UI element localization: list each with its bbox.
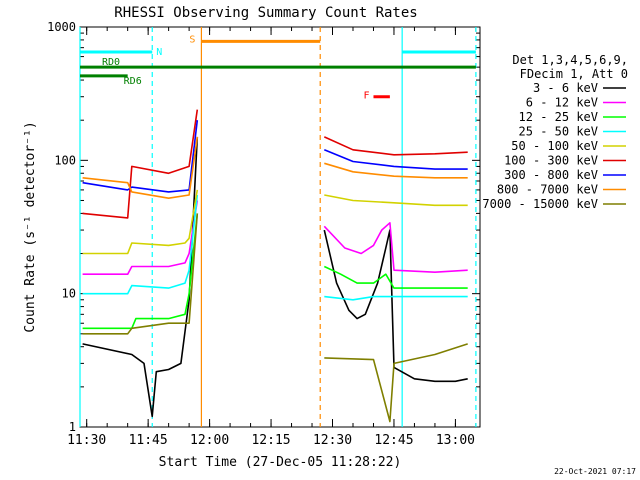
series-line-4 (82, 189, 199, 255)
annotation-s: S (189, 34, 195, 45)
x-tick-label: 12:00 (190, 433, 229, 448)
vertical-markers (79, 27, 477, 427)
legend-label: 6 - 12 keV (526, 96, 598, 110)
x-tick-label: 13:00 (436, 433, 475, 448)
series-line-7 (82, 136, 199, 199)
series-line-8 (82, 213, 199, 335)
x-tick-label: 12:45 (374, 433, 413, 448)
series-line-2 (323, 265, 468, 289)
x-axis-label: Start Time (27-Dec-05 11:28:22) (159, 455, 402, 470)
flag-bars (80, 39, 476, 99)
series-line-1 (323, 222, 468, 274)
y-axis-label: Count Rate (s⁻¹ detector⁻¹) (23, 121, 38, 332)
legend-header-2: FDecim 1, Att 0 (520, 67, 628, 81)
legend-label: 7000 - 15000 keV (482, 197, 598, 211)
series-line-5 (323, 136, 468, 156)
series-line-2 (82, 213, 199, 330)
legend-label: 800 - 7000 keV (497, 183, 598, 197)
annotation-f: F (363, 91, 369, 102)
legend-label: 12 - 25 keV (519, 110, 598, 124)
x-tick-label: 11:45 (129, 433, 168, 448)
plot-frame (79, 26, 481, 428)
series-line-3 (324, 295, 468, 301)
series-line-6 (323, 149, 468, 170)
series-line-7 (324, 162, 468, 179)
x-tick-label: 12:15 (251, 433, 290, 448)
annotation-rd0: RD0 (102, 57, 120, 68)
legend-label: 300 - 800 keV (504, 168, 598, 182)
chart-title: RHESSI Observing Summary Count Rates (114, 5, 417, 21)
series-lines (82, 109, 468, 423)
series-line-5 (82, 109, 199, 219)
annotation-rd6: RD6 (124, 76, 142, 87)
footer-timestamp: 22-Oct-2021 07:17 (554, 467, 636, 476)
series-line-0 (323, 229, 468, 383)
legend-header-1: Det 1,3,4,5,6,9, (512, 53, 628, 67)
series-line-0 (82, 136, 199, 418)
series-line-8 (324, 343, 468, 423)
annotation-n: N (156, 47, 162, 58)
y-axis-ticks: 1 10 100 1000 (47, 20, 480, 434)
y-tick-label: 1000 (47, 20, 76, 34)
x-tick-label: 11:30 (67, 433, 106, 448)
y-tick-label: 1 (69, 420, 76, 434)
x-tick-label: 12:30 (313, 433, 352, 448)
x-axis-ticks: 11:30 11:45 12:00 12:15 12:30 12:45 13:00 (67, 27, 477, 448)
series-line-4 (324, 194, 468, 207)
legend-label: 25 - 50 keV (519, 125, 598, 139)
legend-label: 50 - 100 keV (511, 139, 598, 153)
y-tick-label: 10 (62, 287, 76, 301)
series-line-1 (82, 200, 199, 276)
legend-label: 3 - 6 keV (533, 81, 598, 95)
series-line-3 (82, 194, 199, 295)
legend-label: 100 - 300 keV (504, 154, 598, 168)
series-line-6 (82, 120, 199, 193)
flag-annotations: N S F RD0 RD6 (102, 34, 369, 101)
y-tick-label: 100 (54, 153, 76, 167)
